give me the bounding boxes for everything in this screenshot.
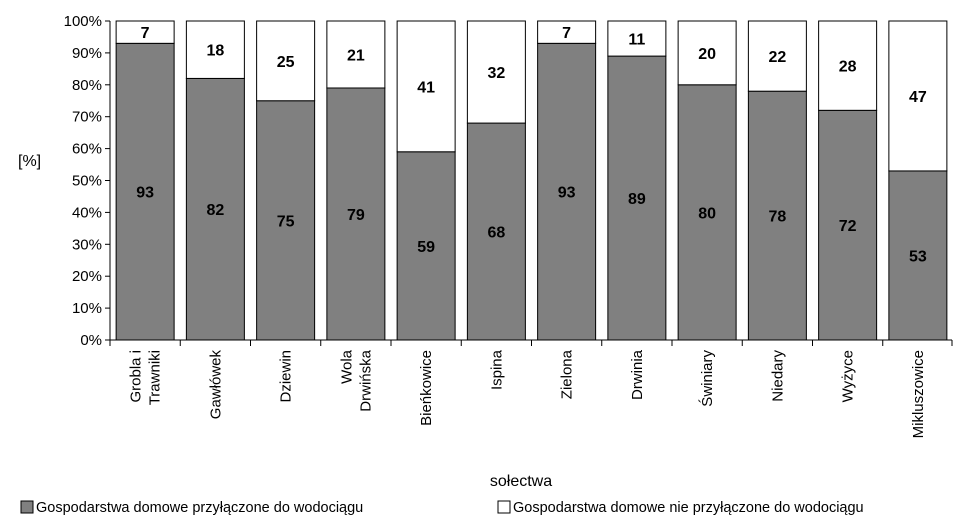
data-label-not-connected: 21 (347, 47, 365, 64)
bar-not-connected (747, 20, 807, 92)
x-tick-label: Wola Drwińska (338, 349, 374, 411)
x-tick-label-line: Niedary (769, 350, 786, 402)
x-tick-label: Wyżyce (840, 350, 857, 402)
data-label-connected: 89 (628, 191, 646, 208)
data-label-connected: 53 (909, 248, 927, 265)
bar-connected (396, 151, 456, 341)
x-tick-label-line: Ispina (488, 349, 505, 390)
bar-not-connected (607, 20, 667, 57)
bar-not-connected (537, 20, 597, 44)
x-tick-label: Niedary (769, 350, 786, 402)
bar-connected (326, 87, 386, 341)
data-label-connected: 72 (839, 218, 857, 235)
bar-connected (677, 84, 737, 341)
y-tick-label: 90% (72, 45, 102, 62)
bar-not-connected (888, 20, 948, 172)
y-tick-label: 30% (72, 236, 102, 253)
x-tick-label: Grobla i Trawniki (128, 350, 164, 405)
data-label-not-connected: 11 (628, 32, 645, 49)
data-label-not-connected: 20 (698, 46, 716, 63)
bar-connected (466, 122, 526, 341)
bar-not-connected (256, 20, 316, 102)
bar-connected (537, 42, 597, 341)
y-tick-label: 10% (72, 300, 102, 317)
data-label-connected: 78 (768, 209, 786, 226)
data-label-connected: 93 (136, 185, 154, 202)
x-tick-label: Ispina (488, 349, 505, 390)
x-tick-label-line: Drwińska (357, 349, 374, 411)
bar-not-connected (818, 20, 878, 111)
data-label-connected: 75 (277, 213, 295, 230)
y-tick-label: 100% (64, 13, 102, 30)
data-label-connected: 93 (558, 185, 576, 202)
data-label-not-connected: 7 (141, 25, 150, 42)
data-label-not-connected: 28 (839, 59, 857, 76)
x-tick-label-line: Wyżyce (840, 350, 857, 402)
bar-connected (607, 55, 667, 341)
legend-swatch-not-connected (497, 500, 511, 514)
x-tick-label-line: Świniary (698, 350, 716, 407)
bar-connected (185, 77, 245, 341)
x-tick-label-line: Mikluszowice (910, 350, 927, 438)
x-tick-label-line: Grobla i (128, 350, 145, 403)
data-label-connected: 68 (487, 225, 505, 242)
y-tick-label: 50% (72, 173, 102, 190)
legend-swatch-connected (20, 500, 34, 514)
x-tick-label-line: Trawniki (147, 350, 164, 405)
bar-connected (256, 100, 316, 341)
bar-not-connected (466, 20, 526, 124)
bar-not-connected (326, 20, 386, 89)
legend-label-not-connected: Gospodarstwa domowe nie przyłączone do w… (513, 500, 864, 516)
bar-connected (747, 90, 807, 341)
x-tick-label-line: Wola (338, 349, 355, 384)
data-label-not-connected: 47 (909, 89, 927, 106)
y-tick-label: 40% (72, 204, 102, 221)
bar-not-connected (396, 20, 456, 153)
legend-label-connected: Gospodarstwa domowe przyłączone do wodoc… (36, 500, 363, 516)
bar-connected (818, 109, 878, 341)
x-tick-label: Dziewin (278, 350, 295, 403)
bar-not-connected (677, 20, 737, 86)
bar-not-connected (115, 20, 175, 44)
data-label-connected: 80 (698, 205, 716, 222)
data-label-connected: 59 (417, 239, 435, 256)
x-tick-label-line: Dziewin (278, 350, 295, 403)
data-label-not-connected: 18 (206, 43, 224, 60)
data-label-not-connected: 22 (768, 49, 786, 66)
x-tick-label: Drwinia (629, 349, 646, 400)
data-label-not-connected: 32 (487, 65, 505, 82)
x-tick-label: Świniary (698, 350, 716, 407)
data-label-connected: 79 (347, 207, 365, 224)
data-label-not-connected: 41 (417, 79, 435, 96)
y-tick-label: 60% (72, 141, 102, 158)
y-tick-label: 70% (72, 109, 102, 126)
x-tick-label: Zielona (559, 349, 576, 399)
x-tick-label: Gawłówek (207, 350, 224, 420)
x-tick-label-line: Zielona (559, 349, 576, 399)
bar-connected (115, 42, 175, 341)
x-tick-label-line: Bieńkowice (418, 350, 435, 426)
x-tick-label: Bieńkowice (418, 350, 435, 426)
bar-not-connected (185, 20, 245, 79)
y-tick-label: 80% (72, 77, 102, 94)
x-tick-label-line: Drwinia (629, 349, 646, 400)
y-tick-label: 0% (80, 332, 102, 349)
x-tick-label: Mikluszowice (910, 350, 927, 438)
x-axis-label: sołectwa (490, 473, 552, 490)
data-label-not-connected: 7 (562, 25, 571, 42)
data-label-not-connected: 25 (277, 54, 295, 71)
y-tick-label: 20% (72, 268, 102, 285)
x-tick-label-line: Gawłówek (207, 350, 224, 420)
data-label-connected: 82 (206, 202, 224, 219)
y-axis-label: [%] (18, 153, 41, 170)
